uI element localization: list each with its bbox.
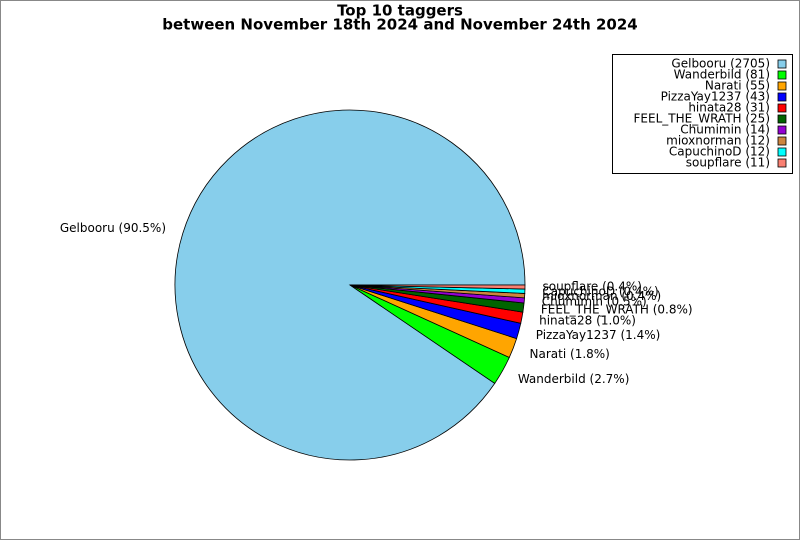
legend-label: Narati (55) <box>705 79 770 93</box>
legend-swatch <box>777 125 787 135</box>
legend-swatch <box>777 147 787 157</box>
slice-label: soupflare (0.4%) <box>542 280 641 294</box>
legend-swatch <box>777 81 787 91</box>
slice-label: mioxnorman (0.4%) <box>542 289 661 303</box>
legend-swatch <box>777 70 787 80</box>
slice-label: FEEL_THE_WRATH (0.8%) <box>541 302 693 316</box>
legend-label: CapuchinoD (12) <box>669 145 770 159</box>
slice-label: Narati (1.8%) <box>530 347 610 361</box>
pie-slice <box>349 284 526 290</box>
legend-label: Wanderbild (81) <box>674 68 770 82</box>
legend-swatch <box>777 114 787 124</box>
legend-swatch <box>777 136 787 146</box>
legend-label: mioxnorman (12) <box>666 134 770 148</box>
legend-label: PizzaYay1237 (43) <box>661 90 770 104</box>
slice-label: CapuchinoD (0.4%) <box>542 284 658 298</box>
chart-title: Top 10 taggers <box>337 2 463 20</box>
legend-label: Chumimin (14) <box>680 123 770 137</box>
legend-swatch <box>777 92 787 102</box>
legend-label: hinata28 (31) <box>688 101 770 115</box>
legend-label: Gelbooru (2705) <box>671 57 770 71</box>
slice-label: Gelbooru (90.5%) <box>60 221 166 235</box>
legend-swatch <box>777 59 787 69</box>
legend-label: FEEL_THE_WRATH (25) <box>634 112 770 126</box>
legend-swatch <box>777 103 787 113</box>
legend-swatch <box>777 158 787 168</box>
chart-subtitle: between November 18th 2024 and November … <box>162 16 638 34</box>
slice-label: Chumimin (0.5%) <box>542 294 647 308</box>
slice-label: PizzaYay1237 (1.4%) <box>536 328 661 342</box>
legend-box <box>612 54 793 174</box>
slice-label: hinata28 (1.0%) <box>539 314 636 328</box>
slice-label: Wanderbild (2.7%) <box>518 372 630 386</box>
legend-label: soupflare (11) <box>686 156 770 170</box>
